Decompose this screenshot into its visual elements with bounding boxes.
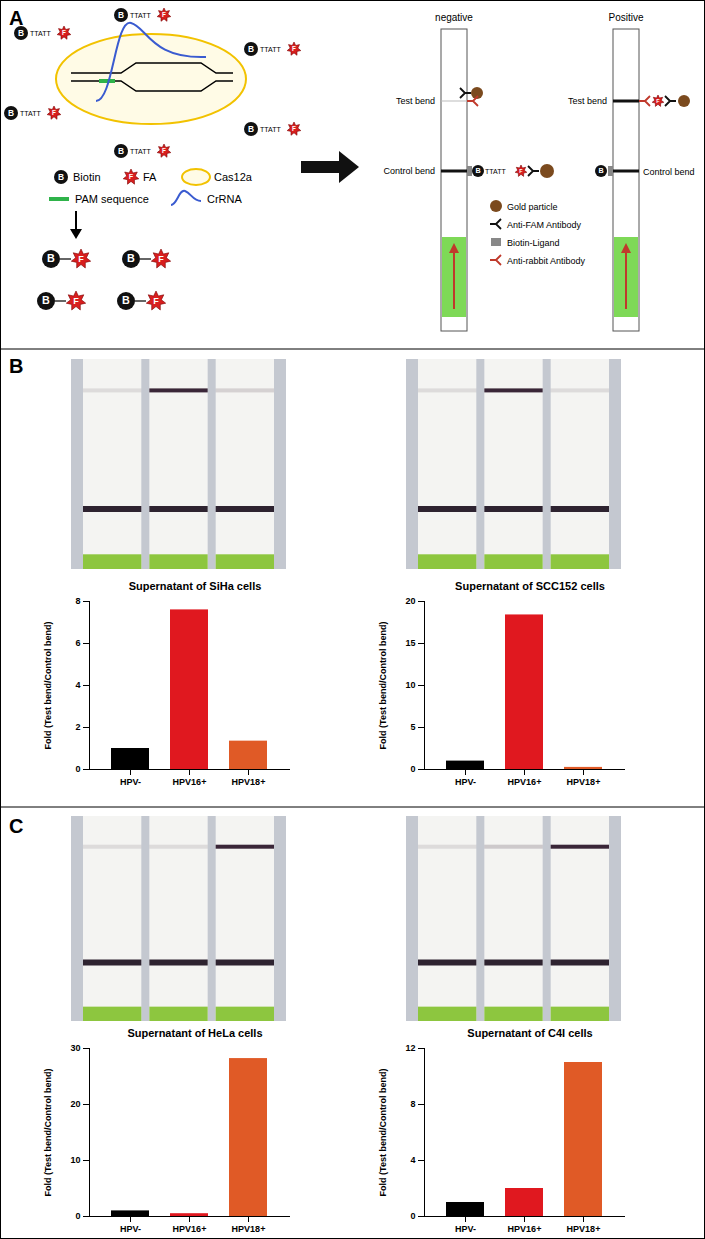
svg-text:negative: negative: [435, 12, 473, 23]
svg-text:0: 0: [75, 1211, 80, 1221]
svg-text:20: 20: [405, 596, 415, 606]
svg-text:C: C: [9, 815, 23, 837]
svg-text:F: F: [153, 296, 159, 306]
svg-text:F: F: [656, 98, 660, 104]
svg-text:Anti-rabbit Antibody: Anti-rabbit Antibody: [507, 256, 586, 266]
svg-text:8: 8: [75, 596, 80, 606]
svg-text:F: F: [129, 172, 134, 181]
svg-text:Control bend: Control bend: [643, 167, 695, 177]
svg-text:F: F: [519, 168, 523, 174]
svg-text:Fold (Test bend/Control bend): Fold (Test bend/Control bend): [43, 622, 53, 750]
svg-text:4: 4: [75, 680, 80, 690]
svg-text:B: B: [248, 44, 254, 54]
svg-text:HPV16+: HPV16+: [508, 1224, 542, 1234]
svg-text:B: B: [8, 108, 14, 118]
svg-text:Test bend: Test bend: [568, 96, 607, 106]
svg-text:B: B: [47, 252, 55, 264]
svg-text:Cas12a: Cas12a: [214, 171, 253, 183]
svg-text:Positive: Positive: [608, 12, 643, 23]
svg-text:Fold (Test bend/Control bend): Fold (Test bend/Control bend): [378, 622, 388, 750]
svg-text:Control bend: Control bend: [383, 166, 435, 176]
svg-text:Anti-FAM Antibody: Anti-FAM Antibody: [507, 220, 582, 230]
svg-text:F: F: [73, 296, 79, 306]
svg-text:TTATT: TTATT: [260, 46, 281, 53]
svg-text:TTATT: TTATT: [130, 12, 151, 19]
svg-text:B: B: [118, 10, 124, 20]
svg-text:F: F: [52, 109, 56, 116]
svg-text:HPV-: HPV-: [120, 777, 141, 787]
svg-text:HPV-: HPV-: [455, 777, 476, 787]
svg-text:B: B: [127, 252, 135, 264]
svg-text:Test bend: Test bend: [396, 96, 435, 106]
svg-text:0: 0: [75, 764, 80, 774]
svg-text:TTATT: TTATT: [20, 110, 41, 117]
svg-text:HPV16+: HPV16+: [173, 1224, 207, 1234]
html-text:Supernatant of SCC152 cells: Supernatant of SCC152 cells: [455, 580, 605, 592]
svg-text:HPV18+: HPV18+: [567, 777, 601, 787]
svg-text:F: F: [292, 45, 296, 52]
svg-text:30: 30: [70, 1043, 80, 1053]
svg-text:HPV16+: HPV16+: [508, 777, 542, 787]
svg-text:F: F: [158, 254, 164, 264]
html-text:Supernatant of SiHa cells: Supernatant of SiHa cells: [128, 580, 262, 592]
svg-text:CrRNA: CrRNA: [207, 193, 242, 205]
svg-text:TTATT: TTATT: [30, 30, 51, 37]
svg-text:HPV-: HPV-: [120, 1224, 141, 1234]
html-text:Supernatant of HeLa cells: Supernatant of HeLa cells: [127, 1027, 263, 1039]
svg-text:Fold (Test bend/Control bend): Fold (Test bend/Control bend): [378, 1069, 388, 1197]
svg-text:B: B: [58, 172, 64, 182]
svg-text:B: B: [118, 146, 124, 156]
svg-text:Fold (Test bend/Control bend): Fold (Test bend/Control bend): [43, 1069, 53, 1197]
svg-text:B: B: [42, 294, 50, 306]
svg-text:2: 2: [75, 722, 80, 732]
svg-text:Biotin: Biotin: [73, 171, 101, 183]
svg-text:F: F: [162, 11, 166, 18]
svg-text:0: 0: [410, 1211, 415, 1221]
svg-text:6: 6: [75, 638, 80, 648]
html-text:Supernatant of C4I cells: Supernatant of C4I cells: [467, 1027, 593, 1039]
svg-text:0: 0: [410, 764, 415, 774]
svg-text:FA: FA: [143, 171, 157, 183]
svg-text:A: A: [9, 7, 23, 29]
svg-text:B: B: [9, 355, 23, 377]
svg-text:F: F: [62, 29, 66, 36]
svg-text:B: B: [122, 294, 130, 306]
svg-text:15: 15: [405, 638, 415, 648]
svg-text:HPV-: HPV-: [455, 1224, 476, 1234]
svg-text:B: B: [18, 28, 24, 38]
svg-text:B: B: [475, 166, 480, 175]
svg-text:B: B: [248, 124, 254, 134]
svg-text:Gold particle: Gold particle: [507, 202, 558, 212]
svg-text:TTATT: TTATT: [260, 126, 281, 133]
svg-text:F: F: [78, 254, 84, 264]
svg-text:5: 5: [410, 722, 415, 732]
svg-text:F: F: [292, 125, 296, 132]
svg-text:8: 8: [410, 1099, 415, 1109]
svg-text:HPV18+: HPV18+: [232, 777, 266, 787]
svg-text:TTATT: TTATT: [485, 168, 506, 175]
svg-text:TTATT: TTATT: [130, 148, 151, 155]
svg-text:HPV18+: HPV18+: [567, 1224, 601, 1234]
svg-text:B: B: [598, 166, 603, 175]
svg-text:12: 12: [405, 1043, 415, 1053]
svg-text:HPV16+: HPV16+: [173, 777, 207, 787]
svg-text:20: 20: [70, 1099, 80, 1109]
svg-text:F: F: [162, 147, 166, 154]
svg-text:HPV18+: HPV18+: [232, 1224, 266, 1234]
svg-text:PAM sequence: PAM sequence: [75, 193, 149, 205]
svg-text:10: 10: [405, 680, 415, 690]
svg-text:4: 4: [410, 1155, 415, 1165]
svg-text:Biotin-Ligand: Biotin-Ligand: [507, 238, 560, 248]
svg-text:10: 10: [70, 1155, 80, 1165]
